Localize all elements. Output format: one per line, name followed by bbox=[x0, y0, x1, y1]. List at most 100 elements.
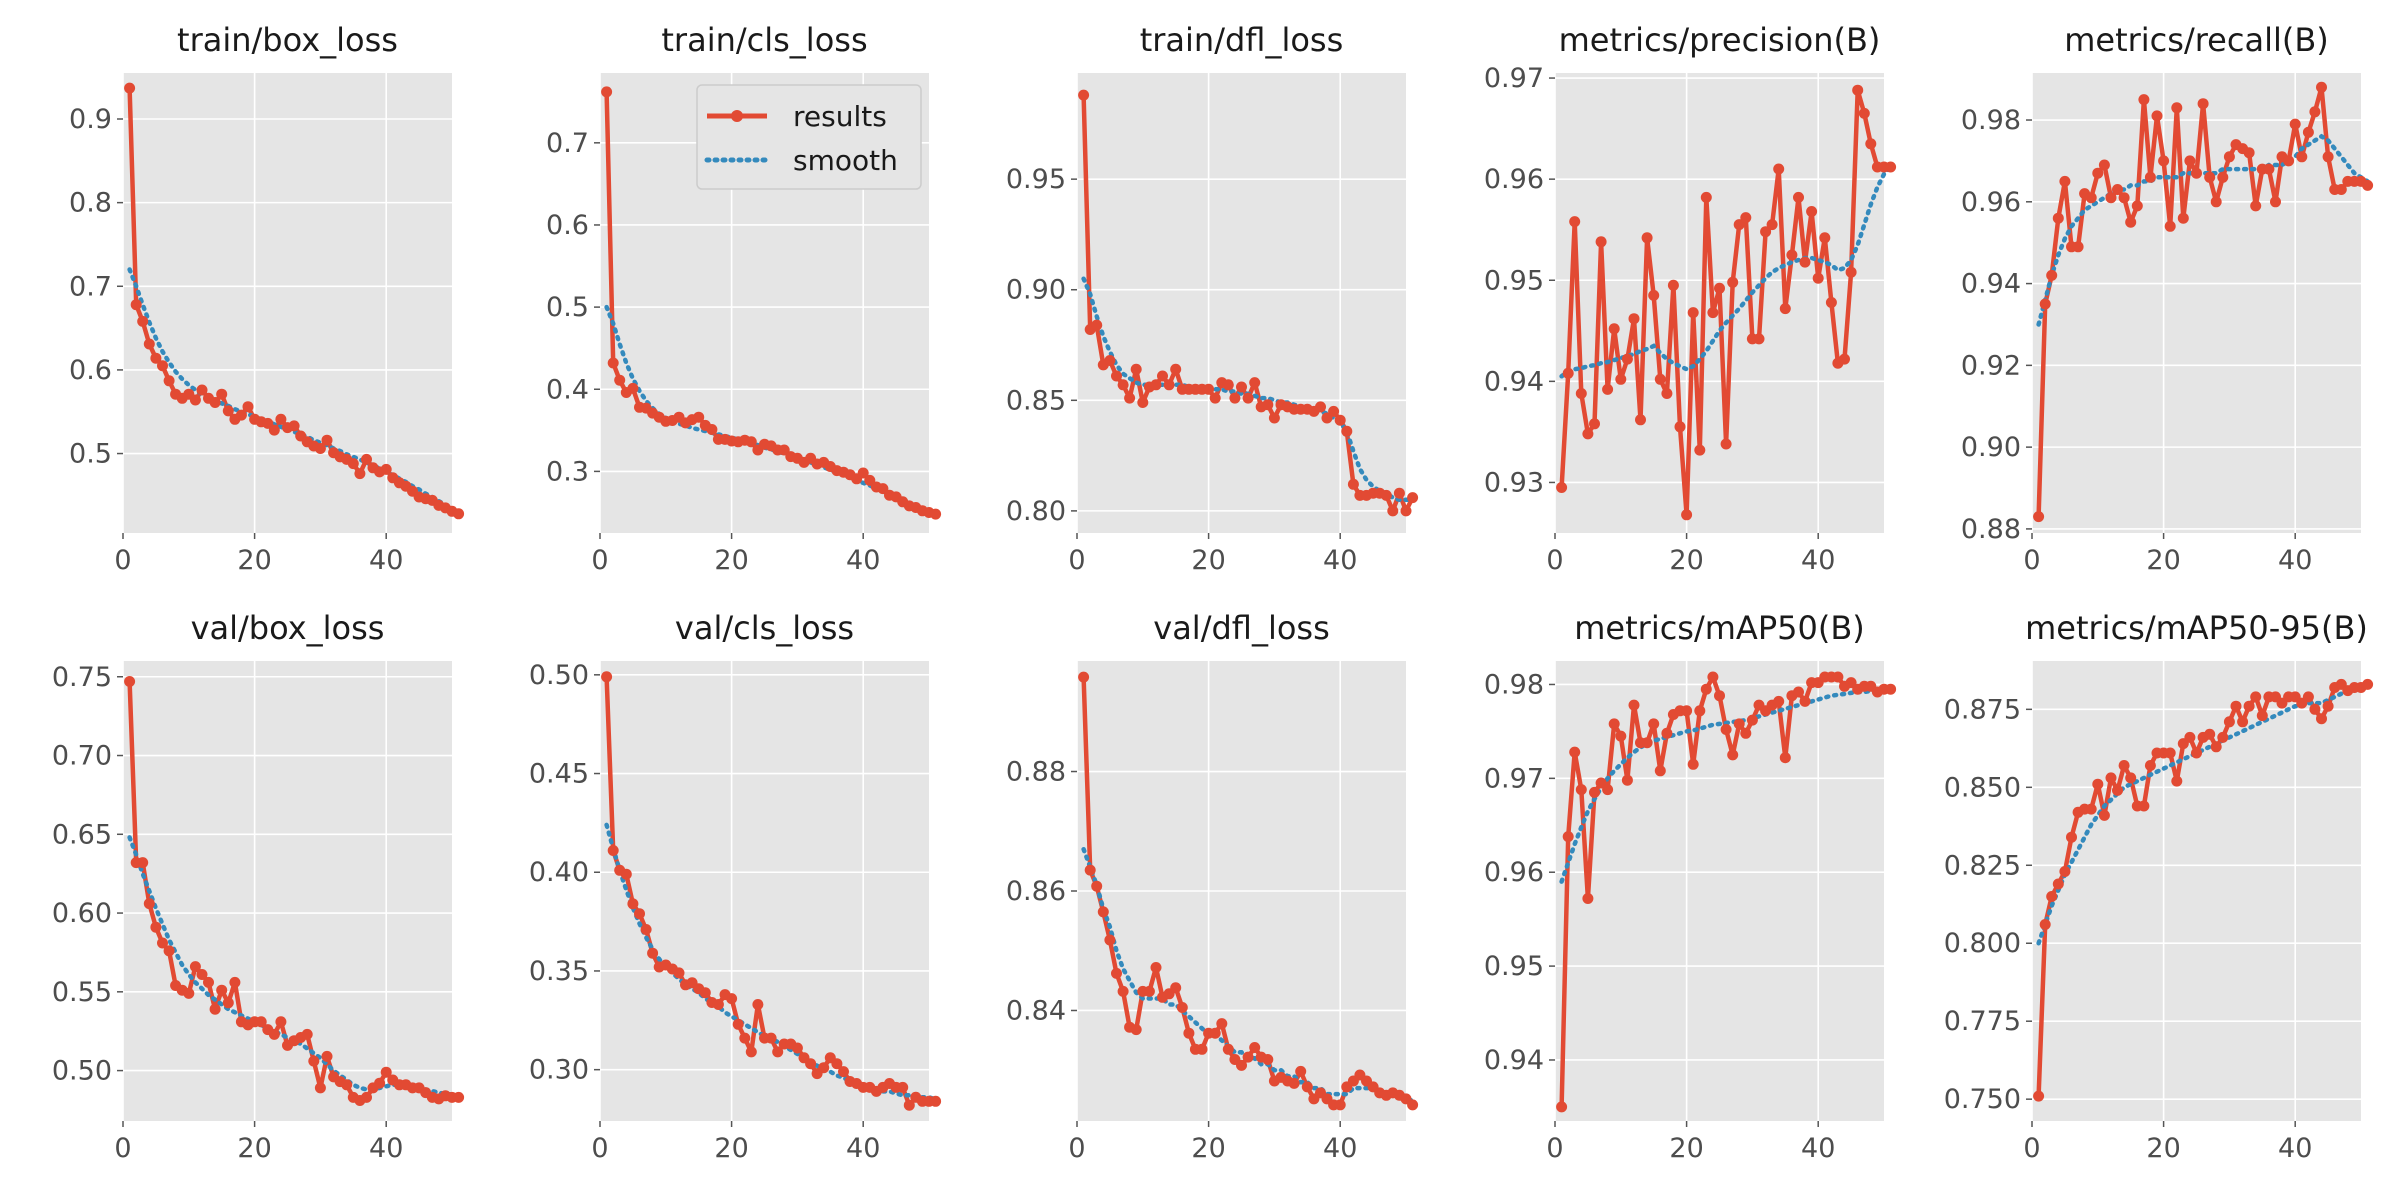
results-point bbox=[137, 857, 149, 869]
results-point bbox=[1078, 671, 1090, 683]
results-point bbox=[314, 1082, 326, 1094]
results-point bbox=[2171, 775, 2183, 787]
x-tick-label: 0 bbox=[1546, 1133, 1563, 1164]
chart-legend: results smooth bbox=[696, 84, 922, 190]
results-point bbox=[732, 1018, 744, 1030]
results-point bbox=[1347, 478, 1359, 490]
results-point bbox=[2204, 728, 2216, 740]
y-tick-label: 0.98 bbox=[1961, 105, 2021, 136]
results-point bbox=[301, 1028, 313, 1040]
results-point bbox=[699, 987, 711, 999]
x-tick-label: 40 bbox=[369, 545, 403, 576]
results-point bbox=[1661, 388, 1673, 399]
panel-metrics-map50-95-b: 0 20 40 0.750 0.775 0.800 0.825 0.850 0.875 metri… bbox=[1944, 609, 2374, 1164]
smooth-line bbox=[2036, 133, 2370, 327]
legend-smooth-label: smooth bbox=[793, 144, 898, 177]
results-point bbox=[1832, 671, 1844, 683]
results-point bbox=[706, 424, 718, 435]
x-tick-label: 40 bbox=[846, 545, 880, 576]
x-tick-label: 0 bbox=[2023, 545, 2040, 576]
panel-title: train/box_loss bbox=[177, 21, 398, 59]
results-point bbox=[1229, 392, 1241, 404]
x-tick-label: 0 bbox=[591, 545, 608, 576]
results-point bbox=[640, 924, 652, 935]
results-point bbox=[380, 1066, 392, 1078]
panel-metrics-map50-b: 0 20 40 0.94 0.95 0.96 0.97 0.98 metrics/mAP50(B… bbox=[1484, 609, 1897, 1164]
results-point bbox=[1694, 444, 1706, 456]
panel-title: metrics/recall(B) bbox=[2064, 21, 2329, 59]
results-point bbox=[2118, 192, 2130, 204]
results-point bbox=[2144, 760, 2156, 771]
results-point bbox=[1236, 381, 1247, 393]
results-point bbox=[2125, 216, 2137, 228]
results-point bbox=[1117, 985, 1129, 997]
x-tick-label: 40 bbox=[1323, 1133, 1357, 1164]
results-point bbox=[2184, 155, 2196, 167]
results-point bbox=[143, 898, 155, 910]
results-point bbox=[255, 1016, 267, 1028]
results-point bbox=[1885, 683, 1897, 695]
y-tick-label: 0.95 bbox=[1484, 951, 1544, 982]
x-tick-label: 20 bbox=[237, 1133, 271, 1164]
y-tick-label: 0.90 bbox=[1006, 275, 1066, 306]
results-point bbox=[2105, 192, 2117, 204]
results-point bbox=[1628, 313, 1640, 325]
x-tick-label: 20 bbox=[2146, 1133, 2180, 1164]
y-tick-label: 0.92 bbox=[1961, 350, 2021, 381]
x-tick-label: 20 bbox=[714, 1133, 748, 1164]
y-tick-label: 0.85 bbox=[1006, 385, 1066, 416]
results-point bbox=[1648, 718, 1660, 730]
x-tick-label: 40 bbox=[2278, 1133, 2312, 1164]
x-tick-label: 0 bbox=[2023, 1133, 2040, 1164]
y-tick-label: 0.35 bbox=[529, 956, 589, 987]
results-point bbox=[1111, 370, 1122, 382]
results-point bbox=[1334, 1099, 1346, 1111]
results-point bbox=[1628, 699, 1640, 711]
results-point bbox=[2177, 212, 2189, 224]
results-point bbox=[1130, 1024, 1142, 1036]
results-point bbox=[163, 945, 175, 957]
results-point bbox=[1714, 690, 1725, 702]
panel-train-dfl-loss: 0 20 40 0.80 0.85 0.90 0.95 train/dfl_loss bbox=[1006, 21, 1419, 576]
results-point bbox=[150, 352, 162, 364]
results-point bbox=[1150, 962, 1162, 973]
x-tick-label: 0 bbox=[1546, 545, 1563, 576]
results-point bbox=[1773, 695, 1785, 707]
results-point bbox=[1236, 1059, 1247, 1071]
results-point bbox=[1111, 967, 1122, 979]
y-tick-label: 0.750 bbox=[1944, 1084, 2021, 1115]
results-point bbox=[1242, 1051, 1254, 1063]
results-point bbox=[1727, 749, 1739, 761]
y-tick-label: 0.875 bbox=[1944, 694, 2021, 725]
results-point bbox=[341, 1079, 353, 1091]
results-point bbox=[627, 382, 639, 394]
results-point bbox=[1799, 695, 1811, 707]
results-point bbox=[2052, 878, 2064, 890]
y-tick-label: 0.825 bbox=[1944, 850, 2021, 881]
results-point bbox=[607, 357, 619, 369]
panel-title: metrics/mAP50-95(B) bbox=[2025, 609, 2368, 647]
results-point bbox=[2309, 106, 2321, 118]
results-point bbox=[1569, 216, 1581, 228]
results-point bbox=[2217, 731, 2229, 743]
results-point bbox=[374, 1077, 386, 1089]
results-point bbox=[1157, 370, 1168, 382]
results-point bbox=[1262, 399, 1274, 411]
results-point bbox=[831, 1058, 843, 1070]
results-point bbox=[1648, 289, 1660, 301]
y-tick-label: 0.96 bbox=[1484, 857, 1544, 888]
y-tick-label: 0.60 bbox=[52, 898, 112, 929]
y-tick-label: 0.80 bbox=[1006, 496, 1066, 527]
results-point bbox=[124, 676, 136, 687]
results-point bbox=[124, 82, 136, 94]
plot-area bbox=[600, 661, 929, 1121]
results-point bbox=[2289, 118, 2301, 130]
results-point bbox=[1819, 232, 1831, 244]
results-point bbox=[2302, 126, 2314, 138]
y-tick-label: 0.95 bbox=[1006, 164, 1066, 195]
results-point bbox=[2191, 747, 2202, 759]
results-point bbox=[268, 1028, 280, 1040]
results-point bbox=[242, 401, 254, 413]
results-point bbox=[1268, 412, 1280, 424]
y-tick-label: 0.9 bbox=[69, 104, 112, 135]
